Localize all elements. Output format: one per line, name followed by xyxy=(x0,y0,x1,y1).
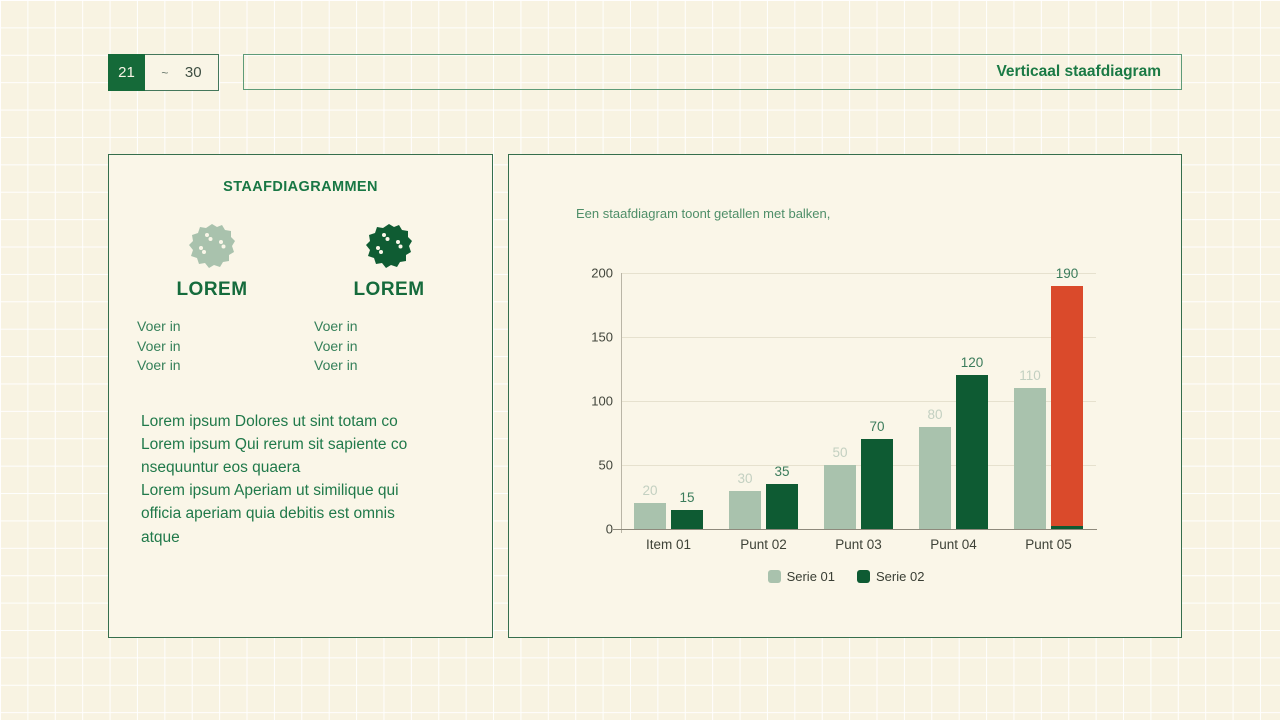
feature-column-1: LOREM Voer in Voer in Voer in xyxy=(137,221,287,376)
page-current: 21 xyxy=(108,54,145,91)
chart-bar xyxy=(956,375,988,529)
chart-bar xyxy=(861,439,893,529)
panel-heading: STAAFDIAGRAMMEN xyxy=(223,179,378,195)
feature-title: LOREM xyxy=(353,279,425,300)
left-panel: STAAFDIAGRAMMEN LOREM Voer in Voer in Vo… xyxy=(108,154,493,638)
chart-bar xyxy=(634,503,666,529)
bar-value-label: 20 xyxy=(642,483,658,499)
chart-plot: 20 15 30 35 50 70 80 120 110 190 Item 01 Punt 02 Pu… xyxy=(613,266,1097,552)
x-category-label: Punt 04 xyxy=(930,537,977,552)
gridline xyxy=(621,273,1096,274)
bar-value-label: 35 xyxy=(774,464,790,480)
chart-bar xyxy=(671,509,703,529)
y-tick-label: 150 xyxy=(591,329,613,345)
chart-baseline xyxy=(613,529,1097,530)
chart-bar xyxy=(1014,388,1046,529)
slide-title-box: Verticaal staafdiagram xyxy=(243,54,1182,90)
chart-legend: Serie 01 Serie 02 xyxy=(509,569,1183,584)
chart-yaxis xyxy=(621,273,622,533)
x-category-label: Punt 05 xyxy=(1025,537,1072,552)
page-range: ~ 30 xyxy=(145,54,219,91)
page-total: 30 xyxy=(184,64,202,81)
feature-item: Voer in xyxy=(314,357,358,373)
page-separator: ~ xyxy=(161,65,169,80)
legend-label: Serie 02 xyxy=(876,569,925,584)
chart-caption: Een staafdiagram toont getallen met balk… xyxy=(576,206,831,221)
chart-bar xyxy=(919,426,951,529)
x-category-label: Item 01 xyxy=(645,537,692,552)
bar-value-label: 80 xyxy=(927,406,943,422)
feature-title: LOREM xyxy=(176,279,248,300)
chart-bar xyxy=(766,484,798,529)
bar-value-label: 120 xyxy=(960,355,984,371)
feature-item: Voer in xyxy=(137,357,181,373)
feature-item: Voer in xyxy=(314,318,358,334)
feature-columns: LOREM Voer in Voer in Voer in LOREM xyxy=(109,221,492,376)
bar-value-label: 190 xyxy=(1055,265,1079,281)
feature-item: Voer in xyxy=(137,318,181,334)
gridline xyxy=(621,401,1096,402)
chart-yticks: 0 50 100 150 200 xyxy=(509,266,613,537)
chart-bar xyxy=(729,490,761,529)
bar-base-strip xyxy=(1051,526,1083,529)
feature-item: Voer in xyxy=(137,337,181,354)
feature-column-2: LOREM Voer in Voer in Voer in xyxy=(314,221,464,376)
y-tick-label: 50 xyxy=(598,457,613,473)
x-category-label: Punt 03 xyxy=(835,537,882,552)
legend-label: Serie 01 xyxy=(786,569,835,584)
x-category-label: Punt 02 xyxy=(740,537,787,552)
bar-value-label: 30 xyxy=(737,470,753,486)
gridline xyxy=(621,337,1096,338)
legend-item: Serie 01 xyxy=(767,569,835,584)
legend-swatch xyxy=(857,570,870,583)
bar-value-label: 70 xyxy=(869,419,885,435)
blob-icon xyxy=(365,221,413,271)
legend-item: Serie 02 xyxy=(857,569,924,584)
y-tick-label: 100 xyxy=(591,393,613,409)
chart-bar xyxy=(1051,285,1083,529)
y-tick-label: 200 xyxy=(591,265,613,281)
feature-items: Voer in Voer in Voer in xyxy=(137,317,287,376)
feature-item: Voer in xyxy=(314,337,358,354)
bar-value-label: 50 xyxy=(832,445,848,460)
gridline xyxy=(621,465,1096,466)
bar-value-label: 15 xyxy=(679,489,695,505)
chart-panel: Een staafdiagram toont getallen met balk… xyxy=(508,154,1182,638)
chart-bar xyxy=(824,465,856,529)
bar-value-label: 110 xyxy=(1019,368,1041,384)
feature-items: Voer in Voer in Voer in xyxy=(314,317,464,376)
body-text: Lorem ipsum Dolores ut sint totam co Lor… xyxy=(141,412,408,546)
legend-swatch xyxy=(767,570,781,583)
page-indicator: 21 ~ 30 xyxy=(108,54,219,91)
blob-icon xyxy=(188,221,236,271)
y-tick-label: 0 xyxy=(605,521,613,537)
slide-title: Verticaal staafdiagram xyxy=(996,63,1161,80)
